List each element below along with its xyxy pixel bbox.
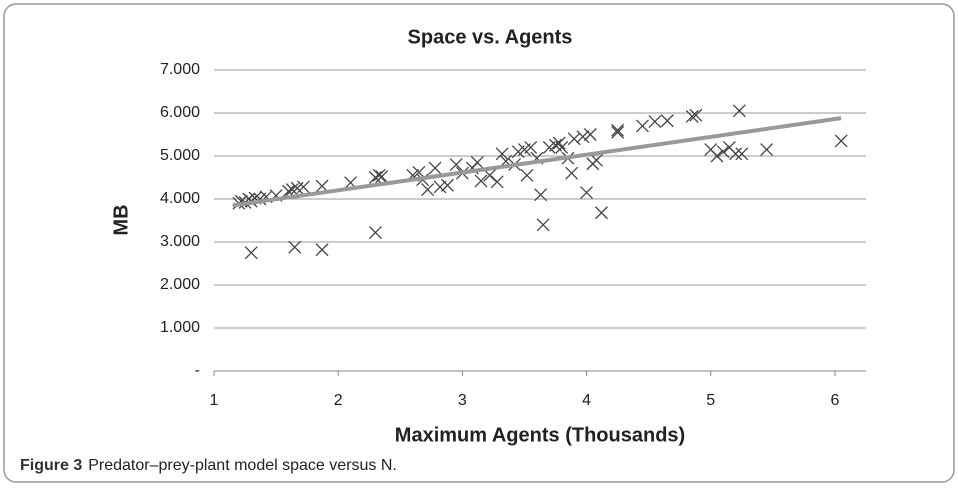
point [611, 125, 625, 139]
caption-text: Predator–prey-plant model space versus N… [88, 457, 397, 474]
point [490, 175, 504, 189]
point [285, 183, 299, 196]
frame [3, 3, 955, 483]
point [590, 153, 603, 167]
point [474, 174, 488, 188]
y-tick-label: 6.000 [160, 104, 200, 121]
x-axis-title: Maximum Agents (Thousands) [395, 424, 685, 446]
x-tick-label: 5 [706, 392, 715, 409]
x-tick-label: 2 [334, 392, 343, 409]
chart-title: Space vs. Agents [408, 26, 573, 48]
point [729, 147, 743, 161]
point [565, 166, 579, 180]
y-tick-label: 2.000 [160, 276, 200, 293]
point [660, 114, 674, 128]
y-tick-label: 4.000 [160, 190, 200, 207]
y-tick-label: 5.000 [160, 147, 200, 164]
point [735, 147, 749, 161]
point [834, 134, 848, 148]
point [433, 180, 447, 194]
point [428, 161, 442, 175]
point [648, 115, 662, 129]
point [368, 226, 382, 239]
caption: Figure 3 Predator–prey-plant model space … [20, 457, 397, 474]
x-tick-label: 4 [582, 392, 591, 409]
point [583, 128, 597, 141]
point [689, 108, 703, 122]
point [732, 104, 746, 118]
x-tick-label: 3 [458, 392, 467, 409]
point [534, 188, 548, 202]
point [611, 123, 625, 137]
point [552, 136, 566, 150]
point [296, 180, 310, 194]
point [495, 147, 509, 161]
point [244, 246, 258, 260]
point [536, 218, 550, 232]
point [421, 183, 435, 196]
y-tick-label: 1.000 [160, 319, 200, 336]
point [372, 168, 386, 182]
point [524, 140, 538, 154]
point [555, 140, 569, 154]
point [441, 178, 454, 192]
point [635, 119, 649, 133]
point [368, 171, 382, 184]
point [567, 132, 581, 146]
point [288, 240, 302, 254]
point [580, 186, 594, 200]
x-tick-label: 6 [830, 392, 839, 409]
caption-label: Figure 3 [20, 457, 82, 474]
y-tick-label: - [195, 362, 200, 379]
point [710, 149, 724, 163]
point [470, 155, 484, 169]
point [760, 143, 774, 157]
point [449, 158, 463, 172]
trendline [232, 116, 842, 208]
point [716, 145, 730, 159]
point [375, 170, 389, 184]
y-tick-label: 7.000 [160, 61, 200, 78]
point [685, 109, 699, 123]
point [595, 206, 608, 220]
y-axis-title: MB [110, 204, 132, 235]
point [520, 168, 534, 182]
point [315, 243, 329, 257]
y-tick-label: 3.000 [160, 233, 200, 250]
x-tick-label: 1 [210, 392, 219, 409]
point [483, 168, 497, 182]
point [576, 130, 590, 144]
